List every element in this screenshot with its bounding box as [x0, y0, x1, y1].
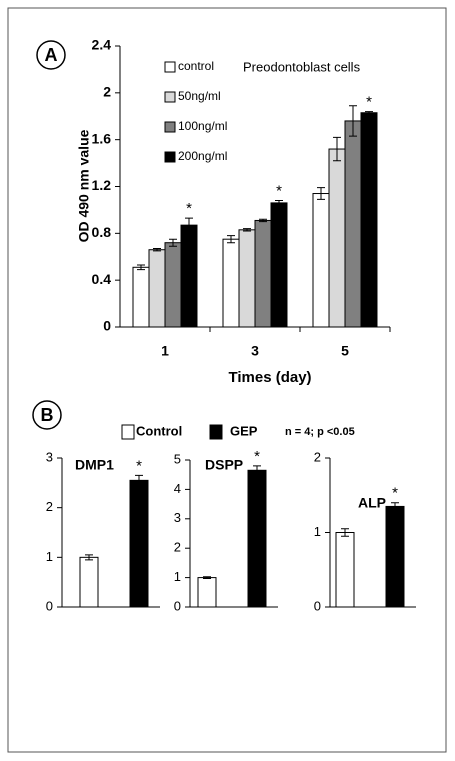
legend-label: control — [178, 59, 214, 73]
error-bar — [203, 576, 211, 579]
y-axis-label: OD 490 nm value — [76, 129, 92, 242]
chart-title: DSPP — [205, 457, 243, 473]
legend-swatch — [164, 91, 176, 103]
legend-label: 50ng/ml — [178, 89, 221, 103]
legend-label: GEP — [230, 423, 258, 438]
y-tick-label: 0 — [174, 598, 181, 613]
error-bar — [317, 187, 325, 200]
chart-title: ALP — [358, 495, 386, 511]
y-tick-label: 1.2 — [92, 177, 112, 193]
y-tick-label: 2 — [103, 84, 111, 100]
error-bar — [243, 228, 251, 232]
y-tick-label: 1 — [314, 524, 321, 539]
y-tick-label: 2.4 — [92, 37, 112, 53]
bar — [132, 266, 150, 328]
bar — [344, 120, 362, 328]
y-tick-label: 3 — [174, 510, 181, 525]
y-tick-label: 0.4 — [92, 271, 112, 287]
frame — [7, 7, 447, 753]
bar — [254, 219, 272, 328]
error-bar — [253, 465, 261, 476]
x-tick-label: 1 — [161, 343, 169, 359]
error-bar — [169, 238, 177, 247]
annotation: * — [276, 183, 282, 200]
bar — [360, 112, 378, 328]
chart-title: DMP1 — [75, 457, 114, 473]
error-bar — [365, 111, 373, 115]
annotation: * — [254, 448, 260, 465]
y-tick-label: 2 — [46, 499, 53, 514]
legend-label: 200ng/ml — [178, 149, 227, 163]
chart-title: Preodontoblast cells — [243, 59, 361, 74]
x-tick-label: 3 — [251, 343, 259, 359]
bar — [129, 479, 149, 608]
bar — [197, 577, 217, 608]
error-bar — [227, 235, 235, 244]
panel-label: A — [45, 45, 58, 65]
panel-badge — [36, 40, 66, 70]
y-tick-label: 4 — [174, 481, 181, 496]
note: n = 4; p <0.05 — [285, 426, 355, 438]
error-bar — [333, 136, 341, 162]
legend-swatch — [164, 151, 176, 163]
y-tick-label: 1 — [174, 569, 181, 584]
panel-label: B — [41, 405, 54, 425]
error-bar — [153, 248, 161, 252]
annotation: * — [366, 94, 372, 111]
error-bar — [391, 502, 399, 511]
bar — [328, 148, 346, 328]
error-bar — [137, 264, 145, 271]
annotation: * — [136, 457, 142, 474]
y-tick-label: 2 — [314, 449, 321, 464]
bar — [335, 532, 355, 608]
error-bar — [349, 105, 357, 137]
error-bar — [135, 474, 143, 486]
bar — [312, 193, 330, 328]
error-bar — [185, 217, 193, 233]
y-tick-label: 2 — [174, 540, 181, 555]
annotation: * — [392, 485, 398, 502]
bar — [180, 224, 198, 328]
error-bar — [341, 528, 349, 537]
y-tick-label: 0 — [46, 598, 53, 613]
y-tick-label: 1.6 — [92, 130, 112, 146]
y-tick-label: 5 — [174, 451, 181, 466]
x-axis-label: Times (day) — [228, 369, 311, 386]
bar — [164, 242, 182, 328]
error-bar — [275, 200, 283, 206]
legend-swatch — [209, 424, 223, 440]
panel-badge — [32, 400, 62, 430]
error-bar — [85, 554, 93, 561]
bar — [385, 505, 405, 608]
y-tick-label: 1 — [46, 549, 53, 564]
legend-swatch — [121, 424, 135, 440]
bar — [238, 229, 256, 328]
bar — [79, 556, 99, 608]
y-tick-label: 0.8 — [92, 224, 112, 240]
legend-label: 100ng/ml — [178, 119, 227, 133]
legend-label: Control — [136, 423, 182, 438]
error-bar — [259, 218, 267, 223]
annotation: * — [186, 200, 192, 217]
y-tick-label: 3 — [46, 449, 53, 464]
x-tick-label: 5 — [341, 343, 349, 359]
bar — [222, 238, 240, 328]
legend-swatch — [164, 61, 176, 73]
bar — [270, 202, 288, 328]
legend-swatch — [164, 121, 176, 133]
bar — [148, 249, 166, 328]
bar — [247, 469, 267, 608]
y-tick-label: 0 — [314, 598, 321, 613]
y-tick-label: 0 — [103, 318, 111, 334]
